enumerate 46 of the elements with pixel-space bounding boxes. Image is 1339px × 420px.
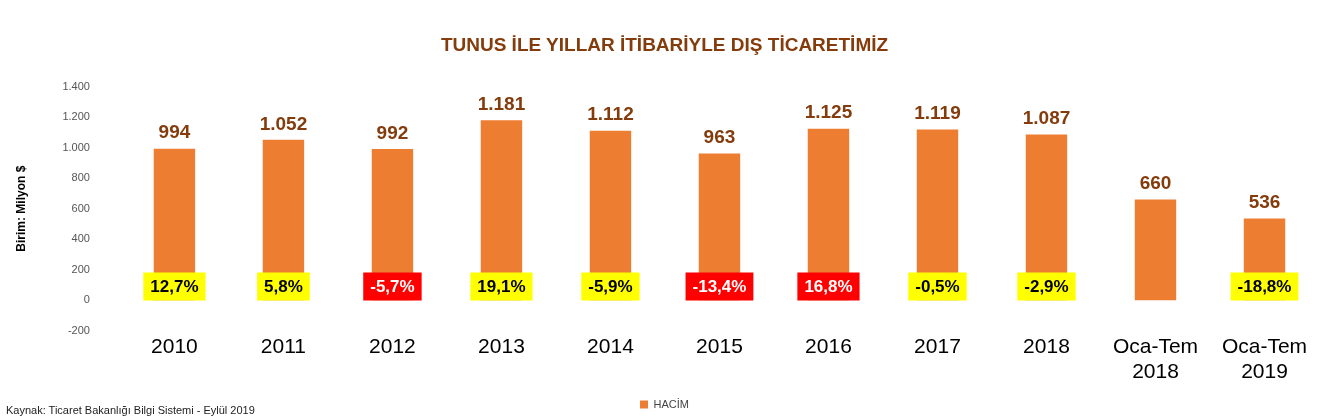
annotation: 19,1% — [477, 277, 526, 297]
y-axis-title: Birim: Milyon $ — [13, 165, 28, 252]
y-tick-label: 400 — [71, 232, 90, 245]
y-tick-label: 200 — [71, 262, 90, 275]
data-label: 994 — [158, 121, 191, 143]
data-label: 963 — [703, 126, 736, 148]
y-tick-label: -200 — [67, 323, 90, 336]
legend-label: HACİM — [653, 397, 689, 410]
bar — [1134, 199, 1177, 301]
x-tick-label: 2017 — [914, 334, 961, 357]
data-label: 1.052 — [259, 112, 308, 134]
x-tick-label: 2015 — [696, 334, 743, 357]
y-tick-label: 800 — [71, 171, 90, 184]
x-tick-label: Oca-Tem 2018 — [1112, 334, 1199, 383]
chart-title: TUNUS İLE YILLAR İTİBARİYLE DIŞ TİCARETİMİZ — [440, 33, 889, 55]
x-tick-label: 2013 — [478, 334, 525, 357]
text: Kaynak: Ticaret Bakanlığı Bilgi Sistemi - Eylül 2019 — [6, 403, 255, 416]
x-tick-label: 2016 — [805, 334, 852, 357]
x-tick-label: 2011 — [260, 334, 307, 357]
data-label: 1.181 — [477, 92, 526, 114]
annotation: -0,5% — [915, 277, 960, 297]
annotation: 12,7% — [150, 277, 199, 297]
annotation: 5,8% — [264, 277, 303, 297]
data-label: 536 — [1248, 191, 1281, 213]
x-tick-label: 2014 — [587, 334, 635, 357]
data-label: 1.125 — [804, 101, 853, 123]
data-label: 1.112 — [587, 103, 634, 125]
y-tick-label: 0 — [83, 293, 90, 306]
y-tick-label: 600 — [71, 201, 90, 214]
annotation: -5,7% — [370, 277, 415, 297]
x-tick-label: 2012 — [369, 334, 416, 357]
y-tick-label: 1.200 — [62, 110, 90, 123]
annotation: -18,8% — [1237, 277, 1292, 297]
annotation: -5,9% — [588, 277, 633, 297]
data-label: 1.119 — [914, 102, 961, 124]
data-label: 1.087 — [1022, 107, 1071, 129]
annotation: 16,8% — [804, 277, 853, 297]
x-tick-label: Oca-Tem 2019 — [1221, 334, 1308, 383]
annotation: -13,4% — [692, 277, 747, 297]
data-label: 660 — [1139, 172, 1172, 194]
x-tick-label: 2010 — [151, 334, 198, 357]
y-tick-label: 1.400 — [62, 79, 90, 92]
x-tick-label: 2018 — [1023, 334, 1070, 357]
y-tick-label: 1.000 — [62, 140, 90, 153]
annotation: -2,9% — [1024, 277, 1069, 297]
data-label: 992 — [376, 121, 409, 143]
